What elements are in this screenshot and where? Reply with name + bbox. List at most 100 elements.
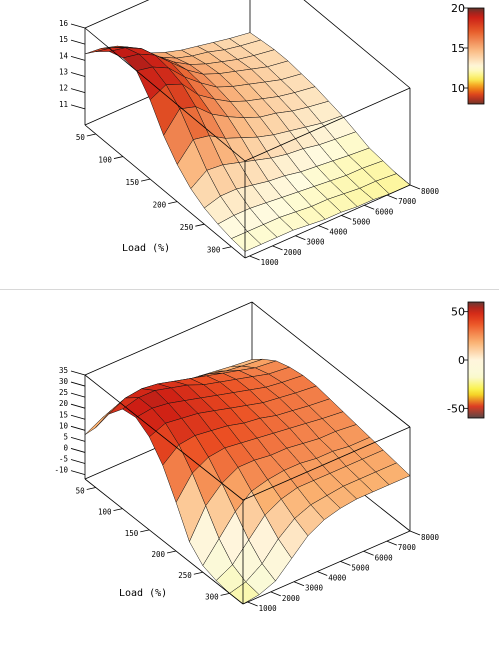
top-colorbar-tick-label: 15 — [451, 42, 465, 55]
top-z-tick-label: 13 — [59, 68, 68, 77]
top-x-tick — [168, 201, 178, 205]
panel-divider — [0, 289, 499, 290]
top-y-tick — [409, 184, 421, 190]
bottom-y-tick — [247, 601, 258, 607]
top-colorbar-tick-label: 20 — [451, 2, 465, 15]
bottom-colorbar-tick-label: 0 — [458, 354, 465, 367]
top-z-tick-label: 12 — [59, 84, 68, 93]
bottom-x-tick — [166, 550, 177, 554]
bottom-x-axis-label: Load (%) — [119, 588, 167, 599]
top-x-tick — [86, 133, 96, 137]
bottom-z-tick-label: -5 — [59, 455, 68, 464]
bottom-z-tick — [70, 448, 86, 453]
bottom-y-tick-label: 8000 — [421, 533, 440, 542]
bottom-y-tick — [340, 561, 351, 566]
top-surface-patch — [230, 231, 262, 252]
top-z-tick — [70, 39, 86, 45]
bottom-z-tick-label: -10 — [54, 466, 68, 475]
top-x-tick — [195, 223, 205, 227]
bottom-y-tick — [409, 530, 421, 536]
bottom-y-tick-label: 2000 — [282, 594, 301, 603]
top-x-tick-label: 200 — [153, 201, 167, 210]
bottom-x-tick — [86, 487, 96, 490]
bottom-y-tick — [363, 550, 374, 556]
top-y-tick — [249, 255, 260, 261]
top-y-tick — [272, 245, 283, 251]
bottom-x-tick-label: 300 — [205, 592, 219, 601]
top-z-tick-label: 16 — [59, 19, 69, 28]
top-surface-chart: 11 12 13 14 15 16 50 100 150 200 250 300 Load (%) 100… — [0, 0, 499, 290]
top-y-tick-label: 4000 — [329, 228, 348, 237]
top-y-tick-label: 3000 — [306, 238, 325, 247]
bottom-y-tick-label: 1000 — [259, 604, 278, 613]
bottom-z-axis: -10 -5 0 5 10 15 20 25 30 35 — [54, 366, 86, 475]
bottom-surface-chart: -10 -5 0 5 10 15 20 25 30 35 50 100 150 200 250 300 Load… — [0, 292, 499, 648]
bottom-x-tick — [140, 529, 150, 533]
bottom-colorbar-gradient — [467, 301, 485, 419]
bottom-z-tick — [70, 392, 86, 398]
top-y-tick-label: 6000 — [375, 207, 394, 216]
top-surface — [84, 32, 411, 252]
bottom-box-edge — [84, 374, 244, 501]
bottom-surface-plot: -10-50510152025303550100150200250300Load… — [54, 301, 485, 613]
top-y-tick-label: 2000 — [284, 248, 303, 257]
bottom-z-tick-label: 10 — [59, 421, 69, 430]
top-y-tick-label: 5000 — [352, 217, 371, 226]
top-x-tick-label: 150 — [126, 178, 140, 187]
bottom-z-tick — [70, 403, 86, 409]
bottom-z-tick — [70, 370, 86, 376]
top-box-edge — [84, 124, 246, 259]
top-z-tick — [70, 23, 86, 29]
bottom-box-edge — [84, 478, 244, 605]
top-z-tick-label: 14 — [59, 51, 69, 60]
top-x-tick-label: 250 — [180, 223, 194, 232]
top-box-edge — [84, 27, 246, 162]
bottom-z-tick — [70, 459, 86, 464]
top-z-tick — [70, 55, 86, 61]
top-y-tick — [295, 235, 306, 241]
top-surface-plot: 11 12 13 14 15 16 50 100 150 200 250 300 Load (%) 100… — [59, 0, 485, 267]
bottom-surface — [84, 358, 411, 605]
top-x-tick-label: 50 — [76, 133, 86, 142]
top-z-axis: 11 12 13 14 15 16 — [59, 19, 86, 110]
top-colorbar: 10 15 20 — [451, 2, 485, 105]
bottom-x-tick-label: 150 — [125, 529, 139, 538]
top-y-tick-label: 1000 — [261, 258, 280, 267]
top-box-edge — [84, 0, 150, 29]
bottom-y-tick-label: 4000 — [328, 574, 347, 583]
top-y-tick — [386, 194, 398, 200]
bottom-z-tick-label: 20 — [59, 399, 69, 408]
bottom-z-tick-label: 35 — [59, 366, 68, 375]
bottom-y-tick — [317, 571, 328, 576]
bottom-y-axis: 1000 2000 3000 4000 5000 6000 7000 8000 — [247, 530, 440, 613]
top-x-axis: 50 100 150 200 250 300 — [76, 133, 232, 255]
bottom-x-tick-label: 100 — [98, 508, 112, 517]
top-colorbar-gradient — [467, 7, 485, 105]
bottom-z-tick — [70, 436, 86, 442]
top-y-tick — [341, 215, 352, 220]
bottom-z-tick-label: 5 — [63, 432, 68, 441]
bottom-z-tick — [70, 414, 86, 420]
top-x-tick-label: 300 — [207, 246, 221, 255]
top-box-edge — [244, 87, 411, 162]
top-x-axis-label: Load (%) — [122, 243, 170, 254]
top-z-tick — [70, 104, 86, 110]
bottom-box-edge — [84, 301, 253, 376]
bottom-y-tick — [293, 581, 305, 587]
bottom-box-edge — [242, 530, 411, 605]
bottom-z-tick-label: 15 — [59, 410, 68, 419]
bottom-y-tick-label: 5000 — [351, 563, 370, 572]
bottom-x-tick — [220, 593, 230, 596]
bottom-y-tick-label: 3000 — [305, 584, 324, 593]
top-x-tick — [113, 156, 124, 159]
bottom-y-tick-label: 6000 — [375, 553, 394, 562]
top-box-edge — [303, 0, 411, 89]
top-x-tick — [222, 246, 232, 250]
bottom-y-tick-label: 7000 — [398, 543, 417, 552]
bottom-z-tick — [70, 425, 86, 431]
bottom-x-axis: 50 100 150 200 250 300 — [76, 486, 230, 601]
top-x-tick — [140, 178, 151, 182]
top-x-tick-label: 100 — [98, 156, 112, 165]
bottom-z-tick — [70, 381, 86, 387]
top-y-tick — [364, 204, 375, 210]
